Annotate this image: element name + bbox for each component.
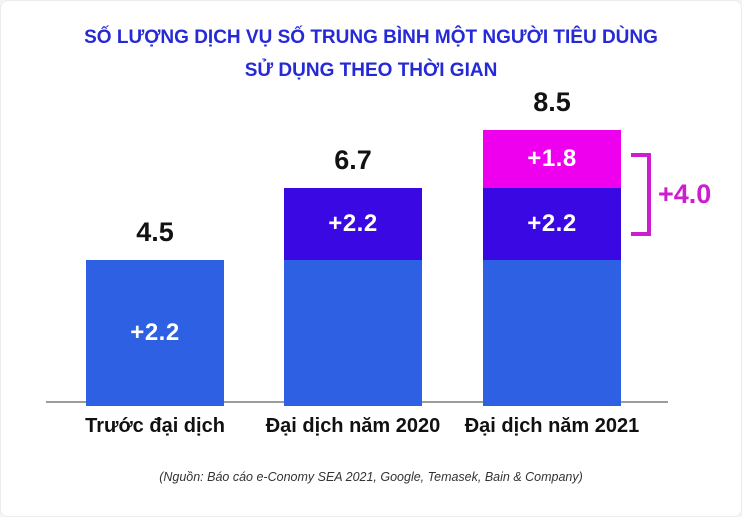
chart-title-line1: SỐ LƯỢNG DỊCH VỤ SỐ TRUNG BÌNH MỘT NGƯỜI… — [84, 27, 658, 48]
segment-value-label: +2.2 — [527, 210, 577, 237]
source-note: (Nguồn: Báo cáo e-Conomy SEA 2021, Googl… — [159, 470, 583, 484]
gain-bracket — [631, 153, 651, 236]
segment-value-label: +2.2 — [130, 318, 180, 346]
bar-segment-base-bar1: +2.2 — [86, 259, 224, 406]
bar-segment-gain-2020-bar2: +2.2 — [284, 188, 422, 260]
segment-value-label: +2.2 — [328, 210, 378, 237]
segment-value-label: +1.8 — [527, 145, 577, 172]
bar-segment-base-bar2 — [284, 259, 422, 406]
bar-total-label: 6.7 — [334, 145, 372, 176]
chart-title-line2: SỬ DỤNG THEO THỜI GIAN — [244, 60, 498, 81]
bar-total-label: 8.5 — [533, 86, 571, 117]
chart-title: SỐ LƯỢNG DỊCH VỤ SỐ TRUNG BÌNH MỘT NGƯỜI… — [1, 21, 741, 87]
x-axis-label: Trước đại dịch — [85, 415, 225, 437]
bar-segment-gain-2020-bar3: +2.2 — [483, 188, 621, 260]
bar-segment-base-bar3 — [483, 259, 621, 406]
x-axis-label: Đại dịch năm 2021 — [464, 415, 640, 437]
bar-total-label: 4.5 — [136, 216, 174, 247]
bar-segment-gain-2021-bar3: +1.8 — [483, 129, 621, 189]
gain-bracket-label: +4.0 — [658, 179, 712, 209]
x-axis-label: Đại dịch năm 2020 — [265, 415, 441, 437]
